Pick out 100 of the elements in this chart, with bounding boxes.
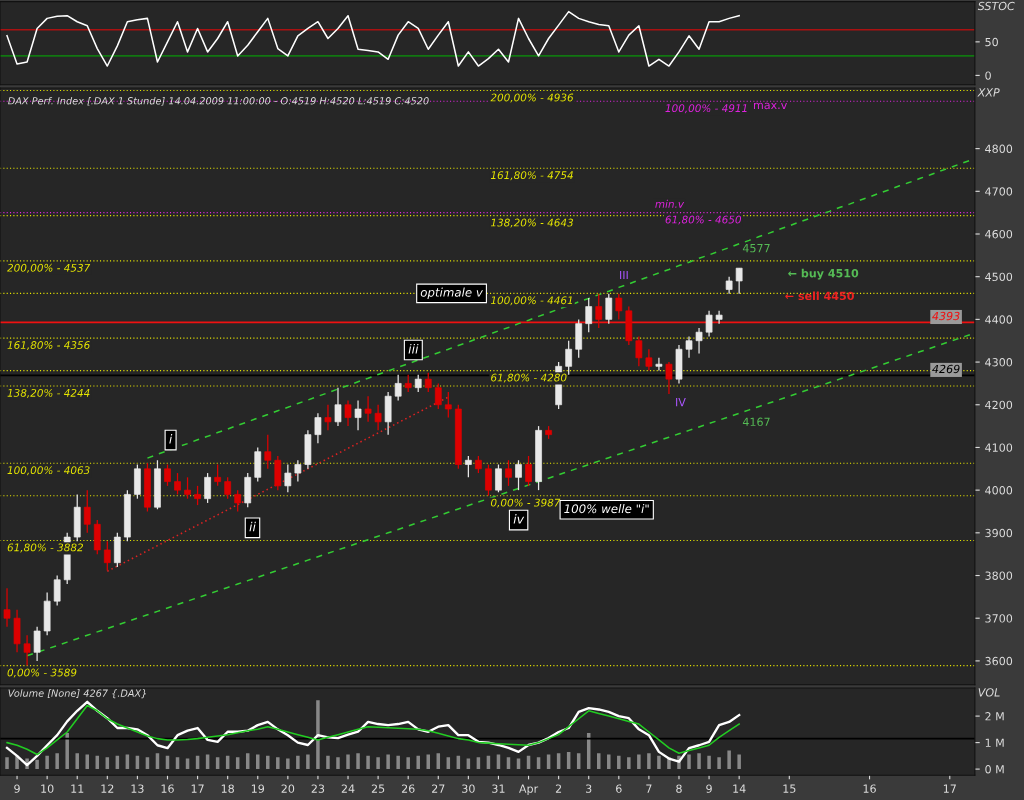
- bar: [316, 700, 320, 770]
- y-tick-label: 2 M: [985, 712, 1004, 721]
- y-tick-label: 0 M: [985, 765, 1004, 774]
- x-tick-label: 11: [71, 784, 84, 793]
- y-tick-label: 4700: [985, 187, 1013, 196]
- annotation: 61,80% - 3882: [7, 543, 83, 553]
- bar: [396, 755, 400, 770]
- bar: [266, 755, 270, 770]
- candlestick: [635, 335, 643, 367]
- x-tick-label: 20: [281, 784, 295, 793]
- candlestick: [204, 472, 211, 504]
- candlestick: [33, 626, 41, 662]
- bar: [406, 757, 410, 770]
- bar: [717, 757, 721, 770]
- y-tick-label: 4200: [985, 400, 1013, 410]
- annotation: 61,80% - 4280: [491, 373, 567, 383]
- candlestick: [605, 293, 613, 325]
- candlestick: [424, 372, 432, 393]
- candlestick: [505, 459, 512, 487]
- x-tick-label: 9: [706, 784, 712, 793]
- y-tick-label: 4100: [985, 443, 1013, 452]
- candlestick: [685, 335, 693, 359]
- x-tick-label: 10: [41, 784, 54, 793]
- annotation: i: [169, 434, 173, 444]
- candlestick: [444, 391, 452, 419]
- line-series: [5, 700, 741, 767]
- x-tick-label: 27: [432, 784, 445, 793]
- bar: [416, 755, 420, 770]
- bar: [607, 754, 611, 770]
- annotation: 161,80% - 4356: [7, 341, 90, 351]
- annotation: max.v: [753, 102, 787, 110]
- line-series: [146, 159, 971, 459]
- bar: [376, 757, 380, 770]
- bar: [637, 754, 641, 770]
- candlestick: [364, 395, 372, 423]
- annotation: 4167: [742, 417, 770, 427]
- candlestick: [465, 455, 472, 478]
- candlestick: [615, 293, 623, 321]
- y-tick-label: 0: [985, 71, 991, 80]
- candlestick: [585, 297, 593, 333]
- annotation: min.v: [655, 199, 685, 208]
- candlestick: [264, 434, 272, 470]
- annotation: 100,00% - 4063: [7, 466, 90, 476]
- candlestick: [284, 463, 292, 493]
- bar: [386, 754, 390, 770]
- annotation: 4577: [742, 244, 770, 253]
- y-tick-label: 4300: [985, 358, 1013, 367]
- candlestick: [374, 404, 382, 431]
- bar: [426, 754, 431, 770]
- bar: [5, 757, 9, 770]
- x-tick-label: 2: [555, 784, 562, 793]
- bar: [697, 753, 701, 770]
- x-tick-label: 25: [371, 784, 385, 793]
- candlestick: [83, 489, 91, 534]
- annotation: 200,00% - 4537: [7, 263, 91, 273]
- x-tick-label: 8: [676, 784, 682, 793]
- annotation: iii: [408, 343, 419, 354]
- annotation: III: [620, 270, 628, 280]
- annotation: iv: [513, 514, 525, 524]
- x-tick-label: 14: [733, 784, 746, 793]
- candlestick: [354, 399, 362, 431]
- x-tick-label: 12: [101, 784, 114, 793]
- candlestick: [103, 540, 111, 572]
- x-tick-label: 9: [14, 784, 20, 793]
- bar: [276, 757, 280, 770]
- x-tick-label: 23: [311, 784, 325, 793]
- bar: [336, 757, 340, 770]
- line-series: [6, 704, 740, 756]
- bar: [35, 759, 39, 770]
- line-series: [6, 10, 740, 67]
- candlestick: [495, 463, 502, 493]
- x-tick-label: 7: [646, 784, 652, 793]
- candlestick: [394, 374, 402, 402]
- y-tick-label: 3900: [985, 528, 1013, 538]
- bar: [727, 750, 731, 770]
- candlestick: [164, 463, 171, 487]
- y-axis-title: SSTOC: [977, 1, 1015, 11]
- chart-title: Volume [None] 4267 {.DAX}: [8, 689, 146, 699]
- bar: [356, 753, 360, 770]
- candlestick: [434, 382, 442, 410]
- candlestick: [655, 357, 663, 372]
- y-axis-title: VOL: [978, 688, 1000, 697]
- x-tick-label: Apr: [519, 784, 539, 795]
- bar: [687, 754, 691, 770]
- bar: [326, 755, 330, 770]
- x-tick-label: 16: [161, 784, 174, 793]
- candlestick: [334, 387, 342, 427]
- candlestick: [294, 459, 302, 483]
- bar: [627, 757, 631, 770]
- candlestick: [314, 412, 322, 444]
- candlestick: [194, 485, 201, 506]
- x-tick-label: 30: [462, 784, 475, 793]
- x-tick-label: 13: [131, 784, 144, 793]
- candlestick: [3, 587, 11, 628]
- x-tick-label: 26: [401, 784, 415, 793]
- y-tick-label: 1 M: [985, 738, 1004, 747]
- annotation: 61,80% - 4650: [665, 215, 742, 225]
- candlestick: [324, 404, 332, 431]
- y-tick-label: 4600: [985, 229, 1013, 239]
- y-tick-label: 3700: [985, 614, 1013, 623]
